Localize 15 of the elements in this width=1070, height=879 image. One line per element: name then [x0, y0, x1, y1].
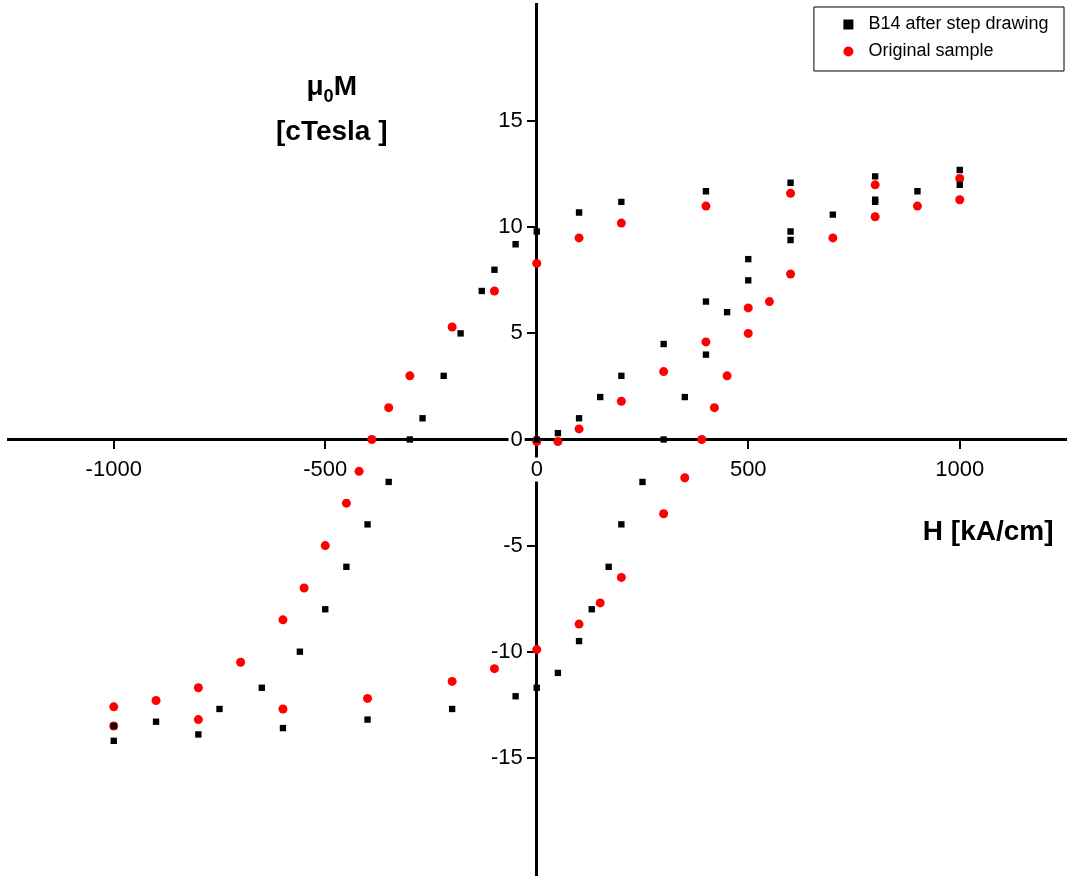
x-tick-label: 500	[729, 455, 767, 481]
x-tick-label: -500	[303, 455, 348, 481]
legend-label: Original sample	[868, 40, 994, 61]
legend-label: B14 after step drawing	[868, 13, 1049, 34]
y-tick-label: 0	[510, 425, 523, 451]
y-tick-label: -15	[490, 743, 523, 769]
x-axis-title: H [kA/cm]	[922, 514, 1054, 546]
y-tick-label: -10	[490, 637, 523, 663]
x-tick-label: 1000	[935, 455, 985, 481]
x-tick-label: -1000	[85, 455, 142, 481]
x-tick-label: 0	[530, 455, 543, 481]
y-tick-label: 10	[498, 213, 523, 239]
y-tick-label: 5	[510, 319, 523, 345]
y-tick-label: 15	[498, 107, 523, 133]
y-tick-label: -5	[503, 531, 523, 557]
